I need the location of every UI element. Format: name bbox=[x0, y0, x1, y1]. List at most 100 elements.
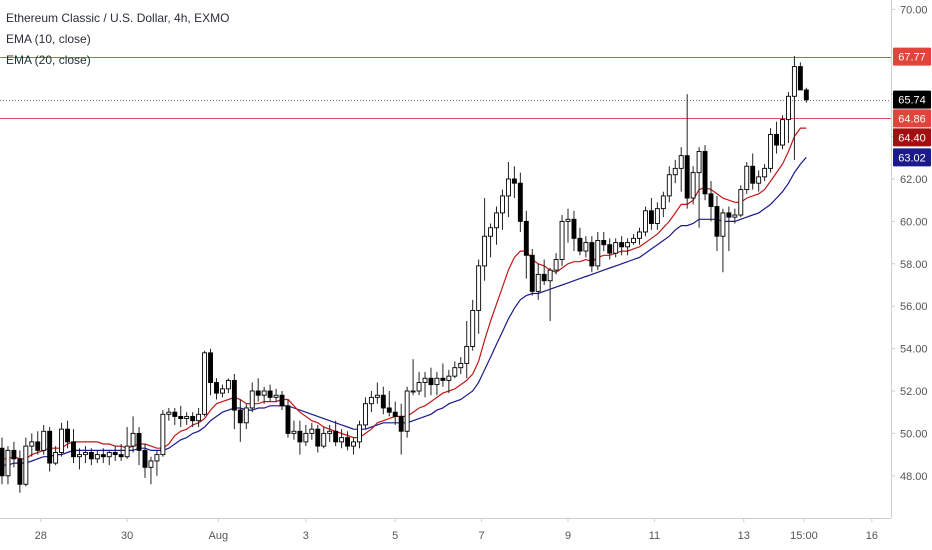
ema10-legend[interactable]: EMA (10, close) bbox=[6, 32, 91, 46]
time-tick-label: 11 bbox=[649, 530, 660, 542]
price-tick-label: 58.00 bbox=[900, 259, 928, 271]
candle-body-up bbox=[249, 390, 255, 409]
candle-body-up bbox=[202, 352, 208, 415]
candle-body-up bbox=[160, 413, 166, 456]
candle-body-down bbox=[380, 394, 386, 409]
candle bbox=[59, 422, 65, 457]
candle bbox=[196, 407, 202, 428]
candle bbox=[82, 446, 88, 464]
candle-body-down bbox=[750, 165, 756, 184]
candle bbox=[398, 403, 404, 455]
candle-body-up bbox=[505, 178, 511, 197]
candle-body-up bbox=[654, 208, 660, 224]
candle-body-up bbox=[732, 214, 738, 218]
candle bbox=[231, 374, 237, 430]
candle bbox=[666, 166, 672, 203]
candle bbox=[619, 236, 625, 256]
candle bbox=[803, 87, 809, 103]
candle-body-down bbox=[65, 428, 70, 443]
candle bbox=[750, 153, 756, 190]
candle bbox=[517, 172, 523, 232]
candle-body-up bbox=[595, 240, 601, 267]
candle bbox=[672, 159, 678, 184]
price-label-text: 64.86 bbox=[898, 113, 926, 125]
candle bbox=[148, 456, 154, 485]
candle bbox=[541, 259, 547, 285]
candle bbox=[625, 238, 631, 256]
candle bbox=[309, 422, 315, 440]
candle bbox=[756, 170, 762, 192]
candle-body-down bbox=[648, 210, 654, 224]
price-label-box bbox=[893, 128, 931, 147]
candle-body-up bbox=[535, 273, 541, 292]
candle bbox=[65, 420, 70, 449]
candle-body-up bbox=[791, 66, 797, 97]
candle-body-down bbox=[511, 178, 517, 184]
candle-body-down bbox=[208, 352, 213, 383]
candle bbox=[100, 448, 106, 464]
candle-body-down bbox=[255, 390, 261, 396]
candle-body-down bbox=[35, 441, 41, 451]
candle-body-up bbox=[23, 445, 29, 485]
candle-body-down bbox=[112, 452, 118, 456]
candle-body-down bbox=[17, 458, 23, 485]
candle bbox=[321, 427, 327, 449]
time-axis[interactable]: 28 30 Aug 3 5 7 9 11 13 15:00 16 bbox=[0, 518, 891, 542]
candle-body-up bbox=[768, 134, 774, 169]
candle-body-down bbox=[267, 390, 273, 398]
candle bbox=[690, 166, 696, 205]
price-label-text: 63.02 bbox=[898, 152, 926, 164]
candle bbox=[684, 94, 690, 209]
candle-body-down bbox=[279, 394, 285, 407]
candle bbox=[595, 231, 601, 271]
candle bbox=[565, 208, 571, 243]
candle bbox=[744, 162, 750, 194]
candle-body-up bbox=[225, 379, 231, 390]
candle bbox=[678, 147, 684, 192]
candle-body-up bbox=[690, 172, 696, 199]
price-axis[interactable]: 48.00 50.00 52.00 54.00 56.00 58.00 60.00 62.00… bbox=[891, 0, 928, 518]
candle bbox=[5, 446, 11, 485]
price-tick-label: 62.00 bbox=[900, 174, 928, 186]
candle bbox=[53, 446, 59, 466]
candle bbox=[94, 450, 100, 464]
candle-body-up bbox=[762, 167, 768, 178]
ema20-legend[interactable]: EMA (20, close) bbox=[6, 53, 91, 67]
candle-body-up bbox=[416, 382, 422, 392]
candle bbox=[613, 238, 619, 258]
candle-body-down bbox=[190, 415, 196, 422]
candle-body-down bbox=[71, 441, 76, 458]
candle bbox=[577, 227, 583, 256]
candle-body-down bbox=[345, 437, 351, 447]
candle-body-up bbox=[291, 430, 297, 434]
time-tick-label: 28 bbox=[35, 530, 47, 542]
candle-body-up bbox=[452, 367, 458, 377]
candle-body-up bbox=[410, 390, 416, 393]
price-label-box bbox=[893, 148, 931, 167]
candle bbox=[637, 227, 642, 245]
candle-body-up bbox=[476, 265, 482, 311]
candle-body-down bbox=[601, 240, 607, 246]
candle bbox=[768, 128, 774, 173]
candle-body-up bbox=[357, 424, 362, 443]
candle-body-up bbox=[583, 242, 589, 252]
candle bbox=[791, 56, 797, 160]
candle-body-up bbox=[124, 445, 130, 458]
candle-body-down bbox=[392, 411, 398, 417]
candle bbox=[726, 206, 732, 252]
candle-body-up bbox=[196, 413, 202, 422]
candle-body-down bbox=[88, 452, 94, 460]
candle-body-up bbox=[29, 441, 35, 447]
candle bbox=[434, 371, 440, 396]
candle-body-up bbox=[672, 167, 678, 176]
candle-body-down bbox=[100, 454, 106, 458]
candle-body-down bbox=[398, 415, 404, 432]
candle-body-up bbox=[243, 407, 249, 424]
candle bbox=[601, 231, 607, 252]
candle bbox=[738, 185, 744, 218]
candle-body-up bbox=[500, 195, 505, 214]
candle bbox=[696, 147, 702, 228]
candle bbox=[29, 433, 35, 457]
candle-body-down bbox=[0, 447, 5, 477]
